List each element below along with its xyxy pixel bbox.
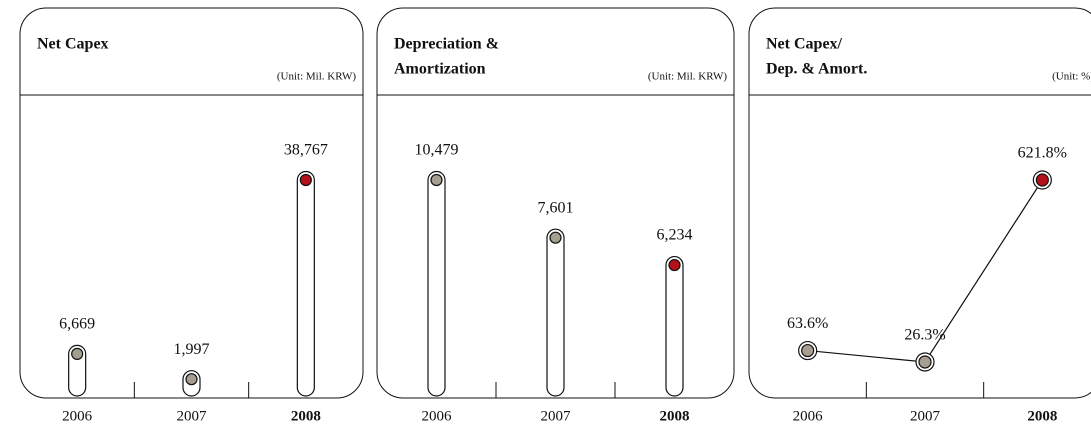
bar — [665, 255, 684, 397]
point — [1035, 173, 1049, 187]
unit-label: (Unit: %) — [1052, 71, 1091, 83]
x-tick-label: 2008 — [660, 408, 690, 424]
x-tick-label: 2008 — [291, 408, 321, 424]
bar — [427, 170, 446, 397]
panel — [376, 7, 735, 399]
x-tick-label: 2008 — [1027, 408, 1057, 424]
bar-cap — [668, 258, 681, 272]
x-tick-label: 2007 — [541, 408, 572, 424]
value-label: 621.8% — [1018, 145, 1067, 162]
bar — [546, 228, 565, 397]
chart-title: Net Capex — [37, 36, 109, 53]
bar-cap — [430, 173, 443, 187]
x-tick-label: 2007 — [910, 408, 941, 424]
x-tick-label: 2006 — [62, 408, 93, 424]
x-tick-label: 2006 — [422, 408, 453, 424]
chart-title: Dep. & Amort. — [766, 61, 867, 78]
value-label: 26.3% — [904, 327, 945, 344]
point — [918, 355, 932, 369]
value-label: 10,479 — [415, 142, 459, 159]
value-label: 7,601 — [538, 199, 574, 216]
bar — [296, 170, 315, 397]
value-label: 6,669 — [59, 316, 95, 333]
point — [801, 343, 815, 358]
unit-label: (Unit: Mil. KRW) — [277, 71, 356, 83]
bar-cap — [299, 173, 312, 187]
value-label: 38,767 — [284, 142, 328, 159]
chart-title: Amortization — [394, 61, 486, 78]
x-tick-label: 2006 — [793, 408, 824, 424]
panel — [748, 7, 1091, 399]
value-label: 1,997 — [174, 341, 210, 358]
panel — [19, 7, 364, 399]
x-tick-label: 2007 — [177, 408, 208, 424]
chart-title: Net Capex/ — [766, 36, 843, 53]
value-label: 6,234 — [657, 227, 693, 244]
value-label: 63.6% — [787, 315, 828, 332]
bar-cap — [549, 231, 562, 244]
bar-cap — [185, 373, 198, 386]
unit-label: (Unit: Mil. KRW) — [648, 71, 727, 83]
chart-title: Depreciation & — [394, 36, 499, 53]
bar-cap — [71, 347, 84, 360]
